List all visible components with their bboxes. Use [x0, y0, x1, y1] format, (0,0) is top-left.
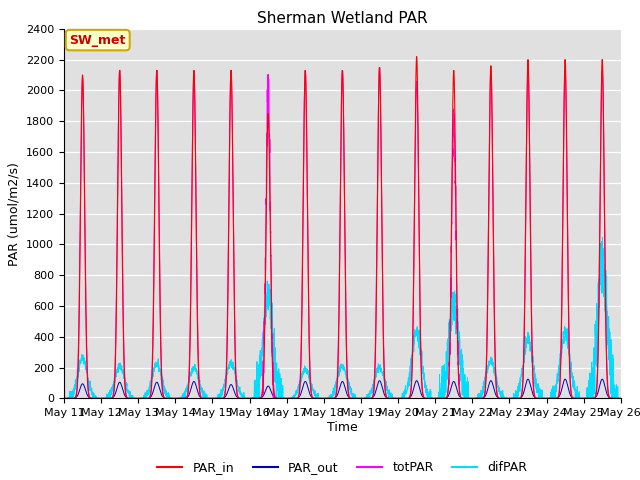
totPAR [376, 64, 383, 70]
Text: SW_met: SW_met [70, 34, 126, 47]
PAR_in [467, 396, 475, 401]
difPAR [616, 396, 624, 401]
Legend: PAR_in, PAR_out, totPAR, difPAR: PAR_in, PAR_out, totPAR, difPAR [152, 456, 532, 480]
Line: totPAR: totPAR [64, 67, 621, 398]
difPAR [322, 396, 330, 401]
Line: PAR_out: PAR_out [64, 379, 621, 398]
totPAR [60, 396, 68, 401]
totPAR [499, 396, 507, 401]
totPAR [322, 396, 330, 401]
PAR_in [436, 396, 444, 401]
PAR_out [160, 395, 168, 401]
totPAR [269, 396, 277, 401]
difPAR [60, 396, 68, 401]
difPAR [161, 384, 168, 390]
PAR_out [322, 396, 330, 401]
totPAR [160, 395, 168, 400]
difPAR [617, 396, 625, 401]
PAR_in [413, 54, 420, 60]
totPAR [468, 396, 476, 401]
PAR_out [499, 396, 506, 401]
PAR_in [499, 396, 507, 401]
PAR_out [598, 376, 606, 382]
PAR_out [60, 396, 68, 401]
PAR_in [616, 396, 624, 401]
Y-axis label: PAR (umol/m2/s): PAR (umol/m2/s) [8, 162, 20, 265]
difPAR [598, 235, 606, 240]
difPAR [436, 396, 444, 401]
PAR_out [467, 396, 475, 401]
PAR_in [60, 396, 68, 401]
Title: Sherman Wetland PAR: Sherman Wetland PAR [257, 11, 428, 26]
PAR_out [617, 396, 625, 401]
PAR_out [616, 396, 624, 401]
difPAR [65, 396, 73, 401]
PAR_in [322, 396, 330, 401]
X-axis label: Time: Time [327, 421, 358, 434]
PAR_in [617, 396, 625, 401]
difPAR [499, 393, 507, 398]
difPAR [467, 396, 475, 401]
Line: difPAR: difPAR [64, 238, 621, 398]
PAR_out [436, 396, 444, 401]
totPAR [616, 396, 624, 401]
PAR_in [160, 395, 168, 401]
totPAR [436, 396, 444, 401]
Line: PAR_in: PAR_in [64, 57, 621, 398]
totPAR [617, 396, 625, 401]
